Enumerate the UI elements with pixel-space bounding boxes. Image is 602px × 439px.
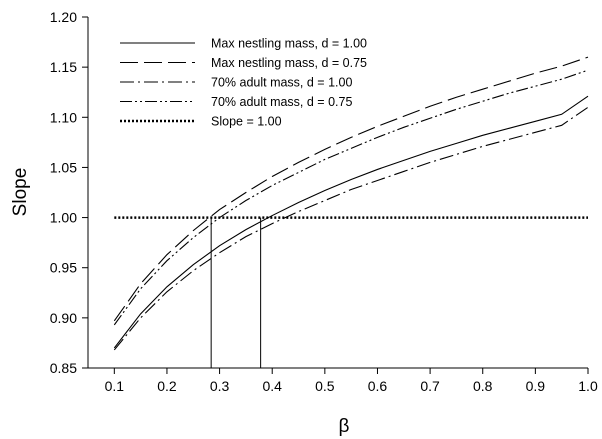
legend-label: 70% adult mass, d = 0.75 <box>211 95 352 109</box>
series-line-long-dash <box>113 56 589 322</box>
x-tick-label: 0.4 <box>262 378 282 394</box>
x-tick-label: 1.0 <box>578 378 598 394</box>
series-lines <box>113 56 589 351</box>
y-tick-label: 0.90 <box>50 310 77 326</box>
x-tick-label: 0.2 <box>157 378 177 394</box>
legend: Max nestling mass, d = 1.00 Max nestling … <box>120 37 367 129</box>
x-tick-label: 0.8 <box>473 378 493 394</box>
x-tick-label: 0.1 <box>105 378 125 394</box>
y-axis-title: Slope <box>10 168 31 217</box>
series-line-solid <box>113 95 589 349</box>
reference-lines <box>210 217 262 368</box>
legend-label: Max nestling mass, d = 0.75 <box>211 56 367 70</box>
axes: 0.85 0.90 0.95 1.00 1.05 1.10 1.15 1.20 0.1 0.2 0.… <box>50 9 598 394</box>
legend-label: 70% adult mass, d = 1.00 <box>211 76 352 90</box>
y-tick-label: 1.00 <box>50 210 77 226</box>
x-tick-label: 0.5 <box>315 378 335 394</box>
y-tick-label: 0.95 <box>50 260 77 276</box>
x-tick-label: 0.6 <box>368 378 388 394</box>
series-line-dash-dot-dot <box>113 69 589 326</box>
legend-label: Slope = 1.00 <box>211 115 282 129</box>
x-axis-title: β <box>339 416 350 437</box>
x-tick-label: 0.7 <box>420 378 440 394</box>
y-tick-label: 1.15 <box>50 59 77 75</box>
y-tick-label: 1.05 <box>50 159 77 175</box>
x-tick-label: 0.9 <box>526 378 546 394</box>
y-tick-label: 1.10 <box>50 109 77 125</box>
y-tick-label: 0.85 <box>50 360 77 376</box>
x-tick-label: 0.3 <box>210 378 230 394</box>
y-tick-label: 1.20 <box>50 9 77 25</box>
legend-label: Max nestling mass, d = 1.00 <box>211 37 367 51</box>
series-line-dash-dot <box>113 106 589 351</box>
